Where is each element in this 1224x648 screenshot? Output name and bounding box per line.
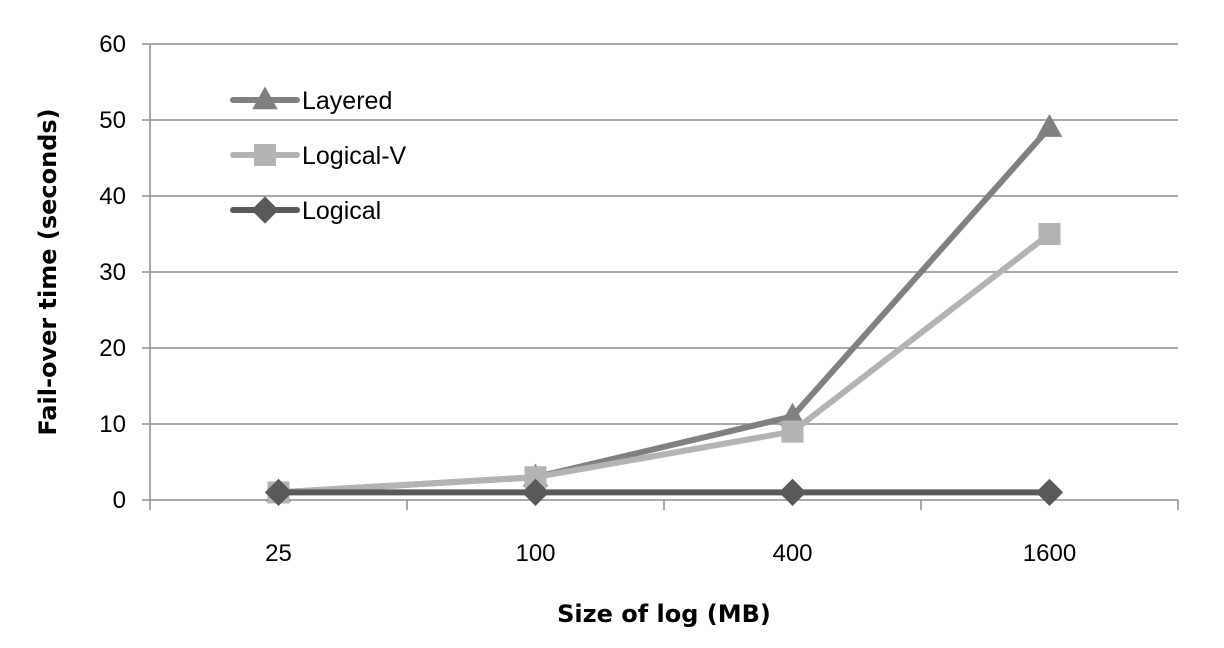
series-line-logical-v [275,231,1053,496]
y-tick-label: 30 [99,259,126,286]
data-point-logical [264,478,293,507]
legend: Layered Logical-V Logical [230,86,407,225]
legend-label: Layered [302,87,392,115]
data-point-logical-v [781,420,804,443]
series-lines [264,113,1064,507]
y-tick-label: 60 [99,31,126,58]
y-tick-label: 10 [99,411,126,438]
x-tick-label: 100 [515,540,555,567]
x-axis-title: Size of log (MB) [557,600,771,628]
data-point-logical-v [524,466,547,489]
data-point-logical [1035,478,1064,507]
gridlines [150,43,1178,425]
x-tick-label: 400 [772,540,812,567]
y-tick-labels: 0 10 20 30 40 50 60 [99,31,126,514]
x-tick-labels: 25 100 400 1600 [265,540,1076,567]
data-point-layered [779,402,806,426]
axes [142,43,1179,510]
y-tick-label: 40 [99,183,126,210]
legend-marker [252,86,278,110]
y-tick-label: 50 [99,107,126,134]
x-tick-label: 25 [265,540,292,567]
y-tick-label: 0 [113,487,126,514]
data-point-logical-v [1038,223,1061,245]
series-line-layered [275,124,1053,496]
data-point-logical [778,478,807,507]
legend-label: Logical [302,197,381,225]
y-axis-title: Fail-over time (seconds) [34,108,62,435]
legend-marker [251,196,279,224]
y-tick-label: 20 [99,335,126,362]
x-tick-label: 1600 [1023,540,1076,567]
data-point-logical [521,478,550,507]
data-point-layered [1036,113,1063,137]
legend-label: Logical-V [302,142,407,170]
legend-marker [254,144,276,166]
